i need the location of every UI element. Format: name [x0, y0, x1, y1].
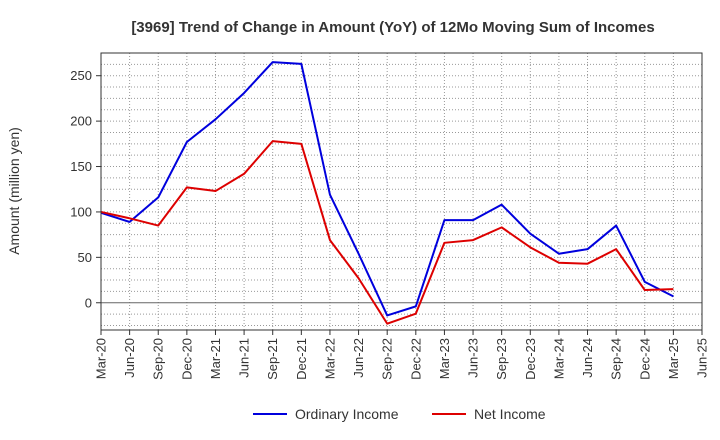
x-tick-label: Mar-24 — [551, 338, 566, 379]
x-tick-label: Dec-23 — [523, 338, 538, 380]
x-tick-label: Mar-22 — [322, 338, 337, 379]
series-line-ordinary-income — [100, 61, 674, 317]
x-tick-label: Dec-20 — [179, 338, 194, 380]
x-tick-label: Mar-21 — [208, 338, 223, 379]
y-axis-label: Amount (million yen) — [6, 127, 22, 255]
x-tick-label: Mar-20 — [94, 338, 109, 379]
plot-area — [101, 53, 702, 330]
y-tick-label: 200 — [70, 114, 92, 129]
x-tick-label: Sep-20 — [151, 338, 166, 380]
y-tick-label: 0 — [85, 295, 92, 310]
x-tick-label: Dec-24 — [637, 338, 652, 380]
x-tick-label: Mar-25 — [666, 338, 681, 379]
x-tick-label: Sep-21 — [265, 338, 280, 380]
x-tick-label: Sep-23 — [494, 338, 509, 380]
y-tick-label: 250 — [70, 68, 92, 83]
y-tick-label: 100 — [70, 204, 92, 219]
series-line-net-income — [100, 140, 674, 325]
x-tick-label: Jun-20 — [122, 338, 137, 378]
plot-frame — [100, 52, 703, 331]
y-tick-labels: 0 50 100 150 200 250 — [70, 68, 101, 310]
grid-lines — [100, 52, 703, 330]
x-tick-label: Sep-22 — [380, 338, 395, 380]
legend-label: Ordinary Income — [295, 406, 399, 422]
legend-label: Net Income — [474, 406, 546, 422]
x-tick-label: Dec-22 — [408, 338, 423, 380]
y-tick-label: 50 — [78, 250, 92, 265]
x-tick-label: Jun-23 — [466, 338, 481, 378]
plot-background — [101, 53, 702, 330]
x-tick-label: Jun-24 — [580, 338, 595, 378]
x-tick-label: Sep-24 — [609, 338, 624, 380]
x-tick-labels: Mar-20 Jun-20 Sep-20 Dec-20 Mar-21 Jun-21 Sep-… — [94, 330, 710, 380]
y-tick-label: 150 — [70, 159, 92, 174]
x-tick-label: Mar-23 — [437, 338, 452, 379]
plot-border — [100, 52, 703, 331]
x-tick-label: Dec-21 — [294, 338, 309, 380]
x-tick-label: Jun-21 — [237, 338, 252, 378]
series-lines — [100, 61, 674, 325]
x-tick-label: Jun-22 — [351, 338, 366, 378]
legend: Ordinary Income Net Income — [253, 406, 546, 422]
chart-title: [3969] Trend of Change in Amount (YoY) o… — [131, 19, 654, 36]
x-tick-label: Jun-25 — [695, 338, 710, 378]
